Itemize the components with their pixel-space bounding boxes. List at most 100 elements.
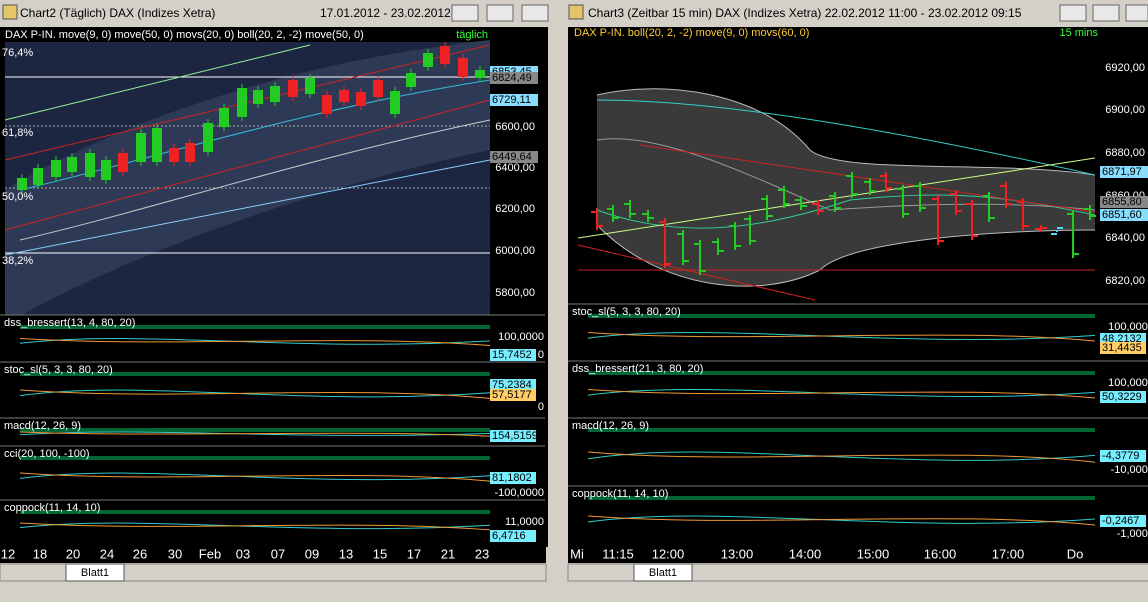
panel-badge-text: -4,3779 [1102,450,1139,462]
trend [4,99,491,231]
time-label: 23 [475,546,489,561]
candle [17,178,27,190]
indicator-line [19,338,491,347]
indicator-line [587,451,1096,463]
time-label: 24 [100,546,114,561]
sheet-tab-label[interactable]: Blatt1 [81,567,109,579]
price-badge [490,72,538,84]
price-badge [490,151,538,163]
date-range: 17.01.2012 - 23.02.2012 [320,6,451,20]
panel-label: dss_bressert(21, 3, 80, 20) [572,363,703,375]
time-label: 11:15 [602,546,634,561]
window-title: Chart2 (Täglich) DAX (Indizes Xetra) [20,6,215,20]
price-tick: 6820,00 [1105,275,1145,287]
band-edge [596,88,1096,176]
panel-tick: -1,0000 [1117,528,1148,540]
window-title: Chart3 (Zeitbar 15 min) DAX (Indizes Xet… [588,6,1022,20]
overbought [20,510,490,514]
price-badge-text: 6851,60 [1102,209,1142,221]
panel-badge-text: 50,3229 [1102,391,1142,403]
candle [288,80,298,97]
time-label: 20 [66,546,80,561]
overbought [588,314,1095,318]
fib-level: 76,4% [2,47,33,59]
sheet-tab[interactable] [633,563,693,582]
panel-tick: -100,0000 [494,487,544,499]
price-badge [1100,209,1148,221]
price-badge-text: 6729,11 [492,94,531,106]
overbought [588,371,1095,375]
maximize[interactable] [486,4,514,22]
fib-level: 50,0% [2,191,33,203]
candle [356,92,366,106]
price-tick: 6840,00 [1105,232,1145,244]
panel-badge-text: 57,5177 [492,389,532,401]
price-badge [490,94,538,106]
panel-badge [490,430,536,442]
window-buttons[interactable] [451,4,549,22]
panel-badge [490,530,536,542]
panel-badge-text: 31,4435 [1102,342,1142,354]
candle [152,128,162,162]
time-label: 21 [441,546,455,561]
close[interactable] [1125,4,1148,22]
time-label: 18 [33,546,47,561]
panel-label: stoc_sl(5, 3, 3, 80, 20) [4,364,113,376]
time-label: 13:00 [721,546,754,561]
panel-tick: 100,0000 [498,331,544,343]
indicator-line [587,515,1096,526]
sheet-tab-label[interactable]: Blatt1 [649,567,677,579]
time-label: 17:00 [992,546,1025,561]
panel-label: macd(12, 26, 9) [4,420,81,432]
price-badge-text: 6871,97 [1102,166,1142,178]
close[interactable] [521,4,549,22]
time-label: 30 [168,546,182,561]
panel-badge [1100,515,1146,527]
minimize[interactable] [1059,4,1087,22]
panel-badge [1100,450,1146,462]
panel-badge-text: 6,4716 [492,530,526,542]
minimize[interactable] [451,4,479,22]
panel-badge-text: 75,2384 [492,379,532,391]
window-buttons[interactable] [1059,4,1148,22]
candle [219,108,229,127]
time-label: 14:00 [789,546,822,561]
price-tick: 6880,00 [1105,147,1145,159]
panel-badge [490,349,536,361]
panel-badge-text: 15,7452 [492,349,532,361]
candle [67,157,77,172]
overbought [20,428,490,432]
price-tick: 6000,00 [495,245,535,257]
trend [4,44,491,161]
panel-label: coppock(11, 14, 10) [4,502,100,514]
panel-badge-text: 154,5159 [492,430,538,442]
time-label: Do [1067,546,1084,561]
candle [305,78,315,94]
candle [475,70,485,78]
indicator-header: DAX P-IN. move(9, 0) move(50, 0) movs(20… [5,29,364,41]
price-badge [1100,196,1148,208]
price-tick: 6900,00 [1105,104,1145,116]
candle [270,86,280,102]
indicator-header: DAX P-IN. boll(20, 2, -2) move(9, 0) mov… [574,27,809,39]
candle [423,53,433,67]
panel-tick: 0 [538,349,544,361]
panel-tick: -10,0000 [1111,464,1148,476]
overbought [588,428,1095,432]
panel-label: coppock(11, 14, 10) [572,488,668,500]
trend [4,159,491,256]
candle [458,58,468,77]
trend [577,244,816,301]
sheet-tab[interactable] [65,563,125,582]
panel-badge-text: 48,2132 [1102,333,1142,345]
candle [85,153,95,177]
panel-tick: 0 [538,401,544,413]
overbought [20,325,490,329]
ma [19,79,491,191]
maximize[interactable] [1092,4,1120,22]
timeframe: 15 mins [1059,27,1098,39]
candle [390,91,400,114]
panel-badge [1100,342,1146,354]
